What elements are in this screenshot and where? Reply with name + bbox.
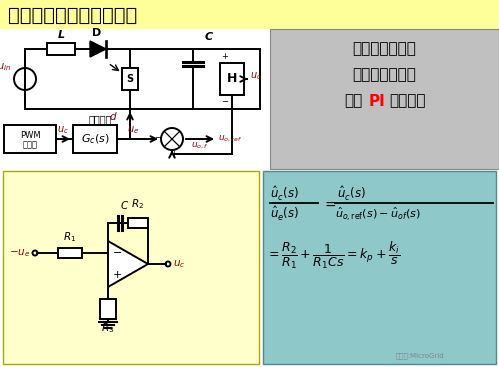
Text: 微信号:MicroGrid: 微信号:MicroGrid: [396, 352, 444, 359]
Text: L: L: [57, 30, 64, 40]
Text: $u_{in}$: $u_{in}$: [0, 61, 11, 73]
Text: $-u_e$: $-u_e$: [8, 247, 30, 259]
Bar: [128, 218, 148, 228]
Text: $=$: $=$: [322, 197, 337, 211]
Bar: [58, 248, 82, 258]
Text: +: +: [113, 270, 122, 280]
Text: +: +: [222, 52, 229, 61]
Text: C: C: [120, 201, 128, 211]
Text: +: +: [171, 150, 178, 159]
Text: $R_2$: $R_2$: [131, 197, 145, 211]
Bar: [263, 171, 496, 364]
Text: H: H: [227, 73, 237, 86]
Bar: [0, 0, 499, 29]
Bar: [270, 29, 499, 169]
Text: −: −: [113, 248, 122, 258]
Text: $=\dfrac{R_2}{R_1}+\dfrac{1}{R_1 C s}=k_p+\dfrac{k_i}{s}$: $=\dfrac{R_2}{R_1}+\dfrac{1}{R_1 C s}=k_…: [266, 239, 400, 270]
Bar: [122, 68, 138, 90]
Text: 调制器: 调制器: [22, 141, 37, 149]
Text: $G_c(s)$: $G_c(s)$: [81, 132, 109, 146]
Text: 六、补偿网络的传递函数: 六、补偿网络的传递函数: [8, 6, 137, 25]
Text: $R_1$: $R_1$: [63, 230, 77, 244]
Text: C: C: [205, 32, 213, 42]
Bar: [100, 299, 116, 319]
Text: PI: PI: [369, 94, 386, 109]
Bar: [4, 125, 56, 153]
Text: $u_{o,f}$: $u_{o,f}$: [191, 141, 209, 151]
Text: −: −: [154, 134, 161, 142]
Text: $u_c$: $u_c$: [173, 258, 186, 270]
Text: $u_c$: $u_c$: [57, 124, 69, 136]
Text: $\hat{u}_c(s)$: $\hat{u}_c(s)$: [337, 185, 366, 203]
Text: $\hat{u}_{o,\mathrm{ref}}(s)-\hat{u}_{of}(s)$: $\hat{u}_{o,\mathrm{ref}}(s)-\hat{u}_{of…: [335, 205, 421, 223]
Text: PWM: PWM: [19, 131, 40, 141]
Text: D: D: [92, 28, 102, 38]
Text: $u_e$: $u_e$: [127, 124, 139, 136]
Text: $R_3$: $R_3$: [101, 321, 115, 335]
Text: 补偿网络: 补偿网络: [88, 114, 112, 124]
Text: 调节器。: 调节器。: [389, 94, 426, 109]
Text: 电力电子系统中: 电力电子系统中: [352, 41, 416, 57]
Text: 采用: 采用: [344, 94, 362, 109]
Bar: [220, 63, 244, 95]
Polygon shape: [90, 41, 106, 57]
Text: −: −: [222, 97, 229, 106]
Text: S: S: [126, 74, 134, 84]
Polygon shape: [108, 241, 148, 287]
Bar: [73, 125, 117, 153]
Text: $\hat{u}_c(s)$: $\hat{u}_c(s)$: [270, 185, 299, 203]
Bar: [3, 171, 259, 364]
Text: $\hat{u}_e(s)$: $\hat{u}_e(s)$: [270, 205, 299, 223]
Text: 补偿网络一般都: 补偿网络一般都: [352, 68, 416, 83]
Bar: [47, 43, 75, 55]
Text: $u_{o,ref}$: $u_{o,ref}$: [218, 134, 243, 144]
Text: $d$: $d$: [109, 110, 118, 122]
Text: $u_o$: $u_o$: [250, 70, 262, 82]
